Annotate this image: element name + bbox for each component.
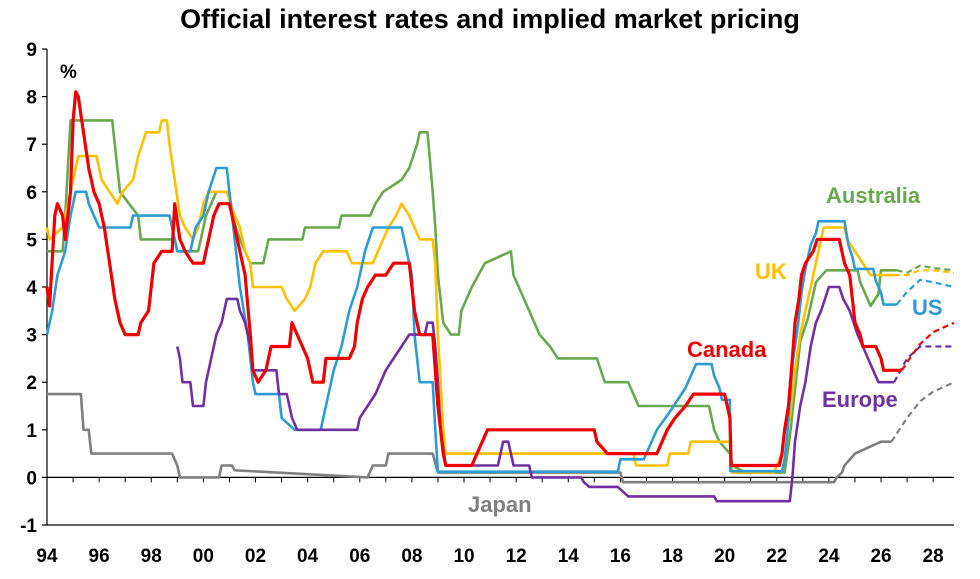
y-tick-label: 2 (26, 373, 37, 394)
series-line-australia (47, 119, 897, 474)
x-tick-label: 14 (558, 546, 580, 567)
chart-title: Official interest rates and implied mark… (180, 4, 800, 34)
series-projection-europe (893, 345, 954, 383)
y-tick-label: 4 (26, 278, 37, 299)
series-projection-australia (896, 264, 955, 274)
series-label-us: US (912, 295, 943, 320)
series-label-canada: Canada (687, 337, 767, 362)
x-tick-label: 26 (870, 546, 891, 567)
x-tick-label: 02 (245, 546, 266, 567)
series-line-japan (47, 392, 892, 484)
series-layer (45, 90, 955, 503)
y-unit-label: % (60, 62, 77, 83)
series-label-australia: Australia (826, 183, 921, 208)
series-projection-japan (890, 381, 955, 443)
x-tick-label: 06 (349, 546, 370, 567)
y-tick-label: 7 (26, 135, 37, 156)
x-tick-label: 10 (453, 546, 474, 567)
labels-layer: Australia UK US Canada Europe Japan (468, 183, 943, 517)
y-tick-label: 3 (26, 326, 37, 347)
y-tick-label: -1 (20, 516, 37, 537)
x-tick-label: 18 (662, 546, 683, 567)
series-line-canada (45, 90, 902, 468)
series-label-uk: UK (755, 259, 787, 284)
x-tick-label: 28 (923, 546, 944, 567)
series-label-japan: Japan (468, 492, 532, 517)
series-label-europe: Europe (822, 387, 898, 412)
x-tick-label: 16 (610, 546, 631, 567)
y-tick-label: 0 (26, 468, 37, 489)
y-tick-label: 6 (26, 183, 37, 204)
y-tick-label: 1 (26, 421, 37, 442)
series-projection-canada (900, 321, 955, 371)
series-line-europe (176, 285, 895, 503)
series-projection-uk (894, 269, 955, 277)
x-tick-label: 12 (506, 546, 527, 567)
x-tick-label: 04 (297, 546, 319, 567)
x-tick-label: 24 (818, 546, 840, 567)
x-tick-label: 08 (401, 546, 422, 567)
series-projection-us (895, 278, 955, 306)
x-tick-label: 94 (36, 546, 58, 567)
x-tick-label: 22 (766, 546, 787, 567)
x-tick-label: 00 (193, 546, 214, 567)
x-tick-label: 20 (714, 546, 735, 567)
x-tick-label: 96 (89, 546, 110, 567)
series-line-uk (45, 119, 895, 474)
y-tick-label: 5 (26, 230, 37, 251)
y-tick-label: 9 (26, 40, 37, 61)
y-tick-label: 8 (26, 88, 37, 109)
x-tick-label: 98 (141, 546, 162, 567)
